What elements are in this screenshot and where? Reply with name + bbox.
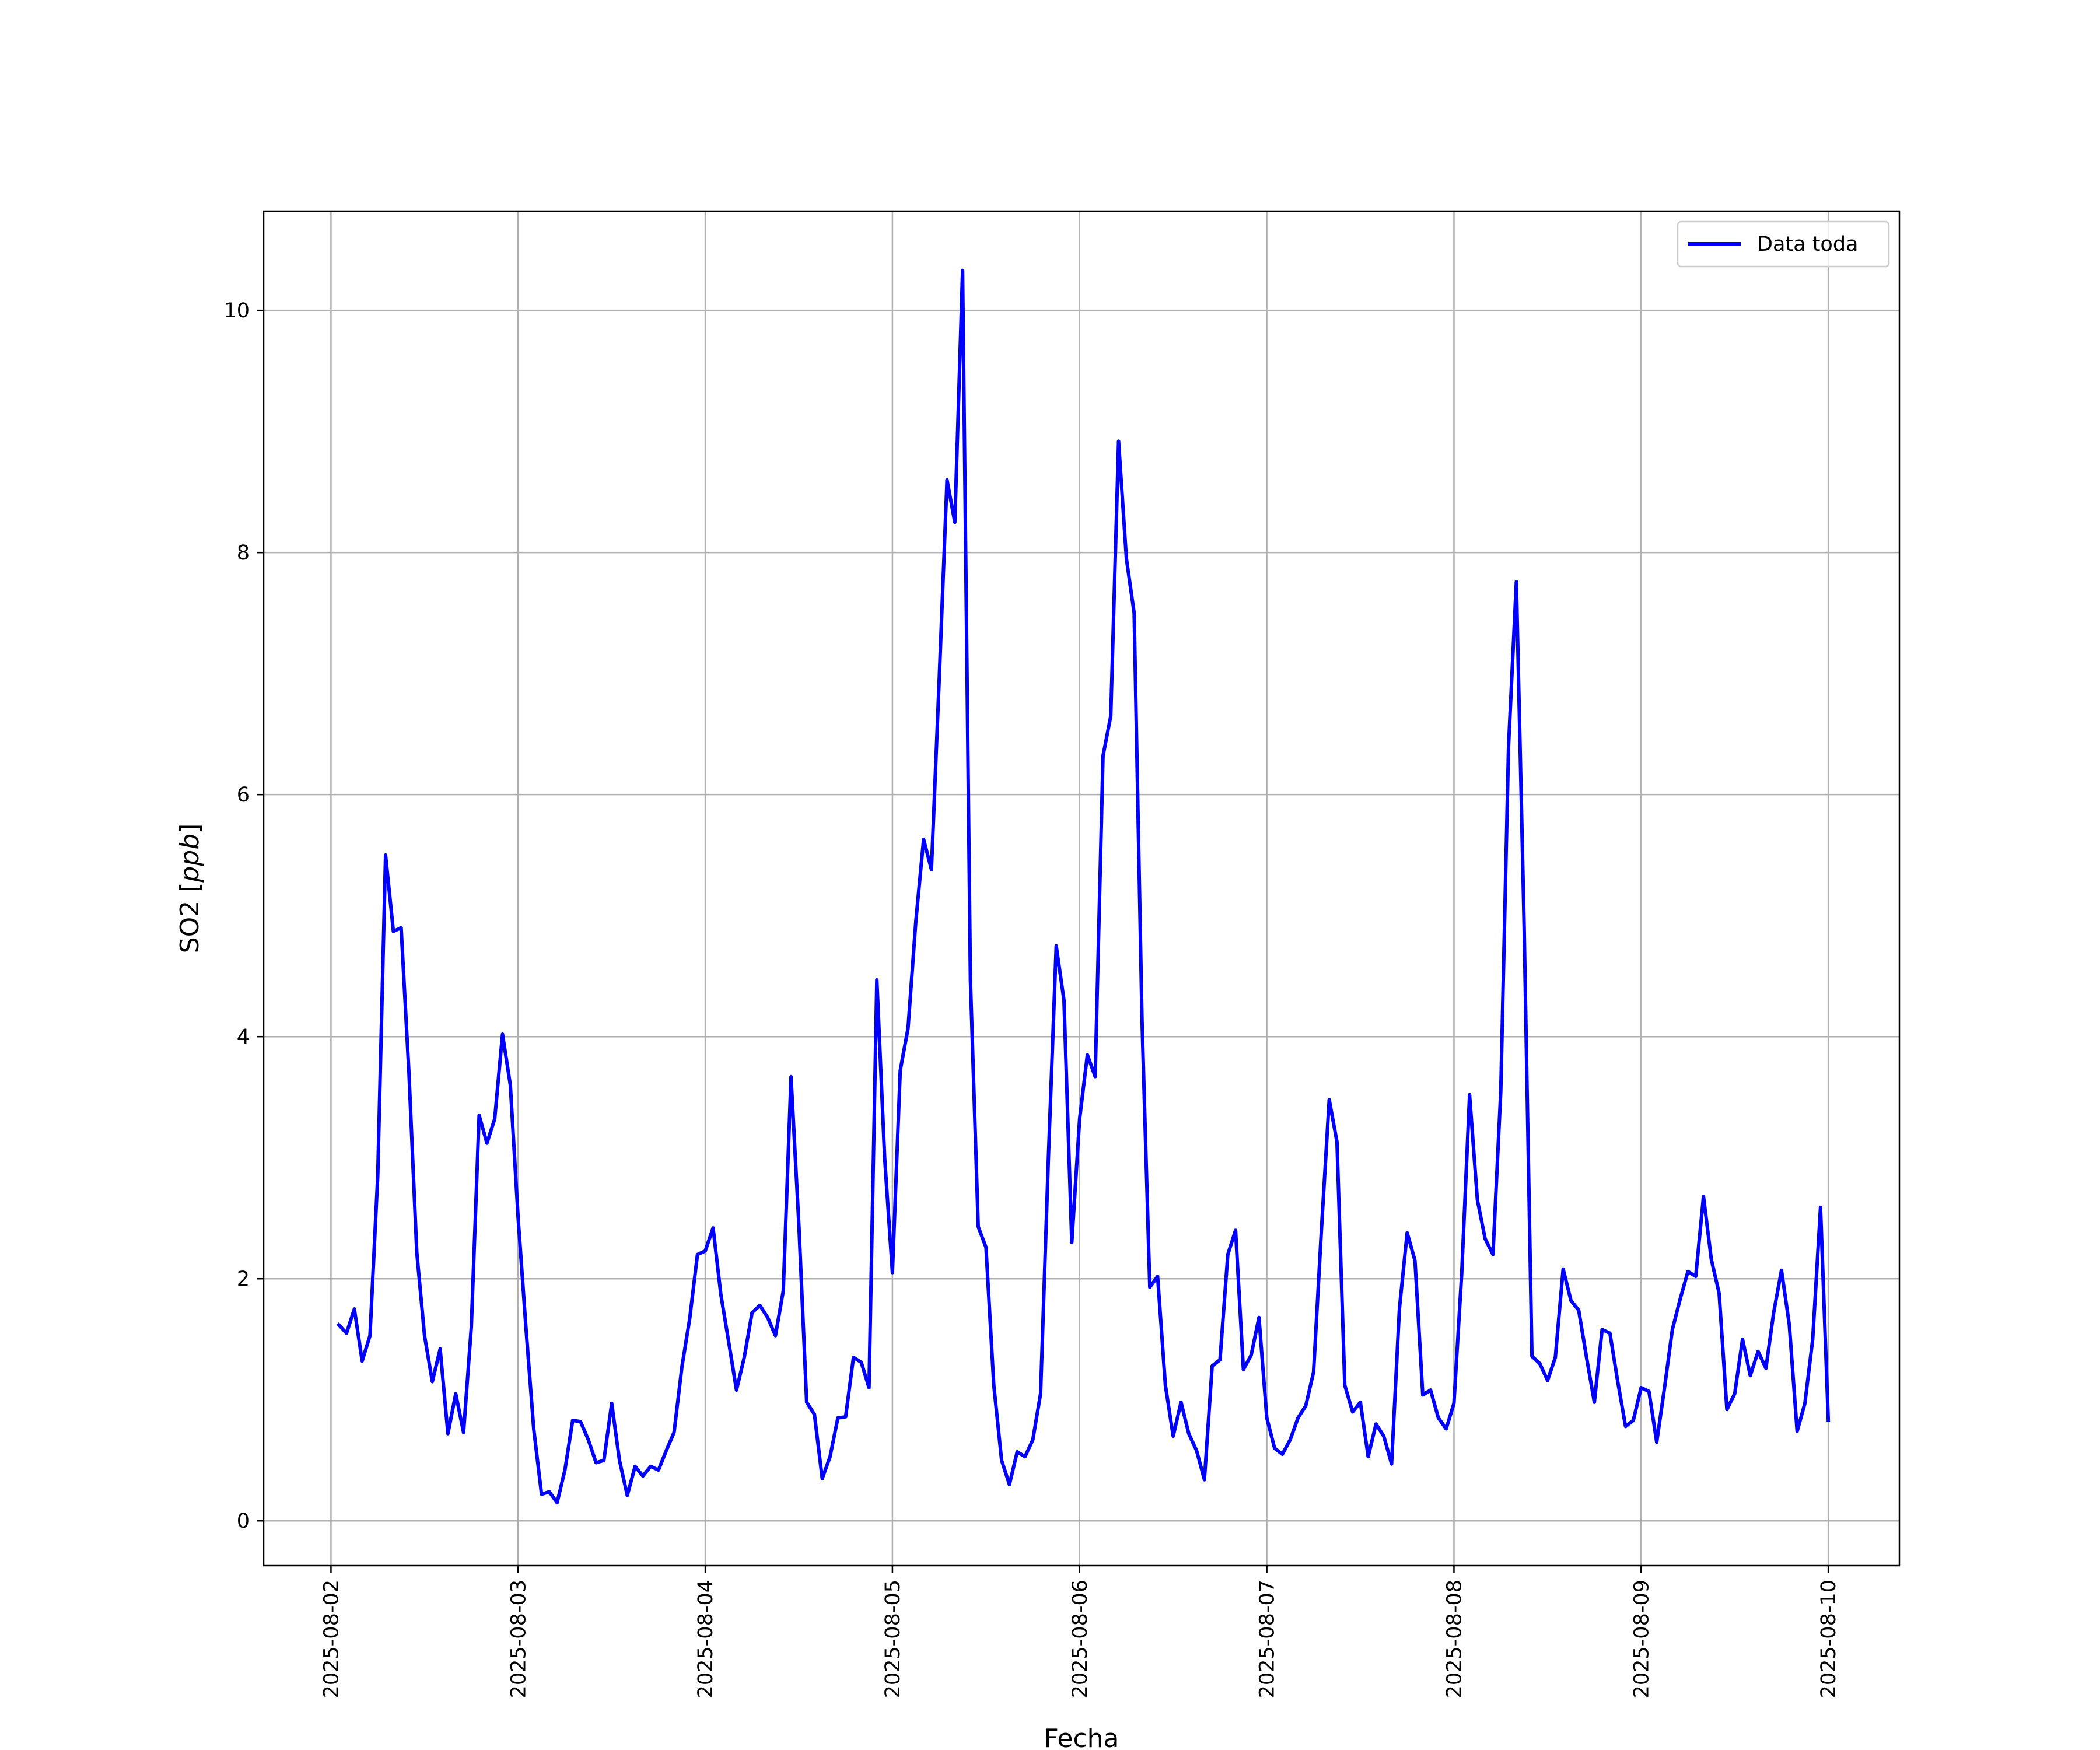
- y-tick-label: 8: [237, 541, 250, 565]
- series-line-0: [336, 268, 1831, 1505]
- gridlines: [264, 211, 1899, 1566]
- x-tick-label: 2025-08-07: [1256, 1580, 1279, 1698]
- legend-box: [1676, 220, 1890, 268]
- y-axis-label: SO2 [ppb]: [175, 824, 205, 954]
- y-tick-label: 2: [237, 1268, 250, 1291]
- x-tick-label: 2025-08-02: [320, 1580, 343, 1698]
- legend: Data toda: [1676, 220, 1890, 268]
- y-tick-label: 4: [237, 1026, 250, 1049]
- legend-label: Data toda: [1757, 233, 1859, 256]
- x-tick-label: 2025-08-09: [1630, 1580, 1653, 1698]
- x-tick-label: 2025-08-04: [694, 1580, 718, 1698]
- x-tick-label: 2025-08-10: [1817, 1580, 1840, 1698]
- x-tick-label: 2025-08-03: [507, 1580, 530, 1698]
- y-tick-label: 0: [237, 1510, 250, 1533]
- y-axis-label-text: SO2 [: [175, 883, 205, 954]
- x-tick-label: 2025-08-05: [881, 1580, 905, 1698]
- y-tick-label: 10: [223, 299, 250, 323]
- y-tick-label: 6: [237, 783, 250, 807]
- y-axis-label-close: ]: [175, 824, 205, 834]
- y-axis-ticks: 0 2 4 6 8 10: [223, 299, 264, 1533]
- x-tick-label: 2025-08-06: [1069, 1580, 1092, 1698]
- x-axis-ticks: 2025-08-02 2025-08-03 2025-08-04 2025-08-05…: [320, 1566, 1840, 1698]
- x-axis-label: Fecha: [1044, 1724, 1119, 1750]
- axes-frame: [262, 210, 1901, 1567]
- x-tick-label: 2025-08-08: [1443, 1580, 1466, 1698]
- series-layer: [336, 268, 1831, 1505]
- y-axis-label-unit: ppb: [175, 834, 205, 883]
